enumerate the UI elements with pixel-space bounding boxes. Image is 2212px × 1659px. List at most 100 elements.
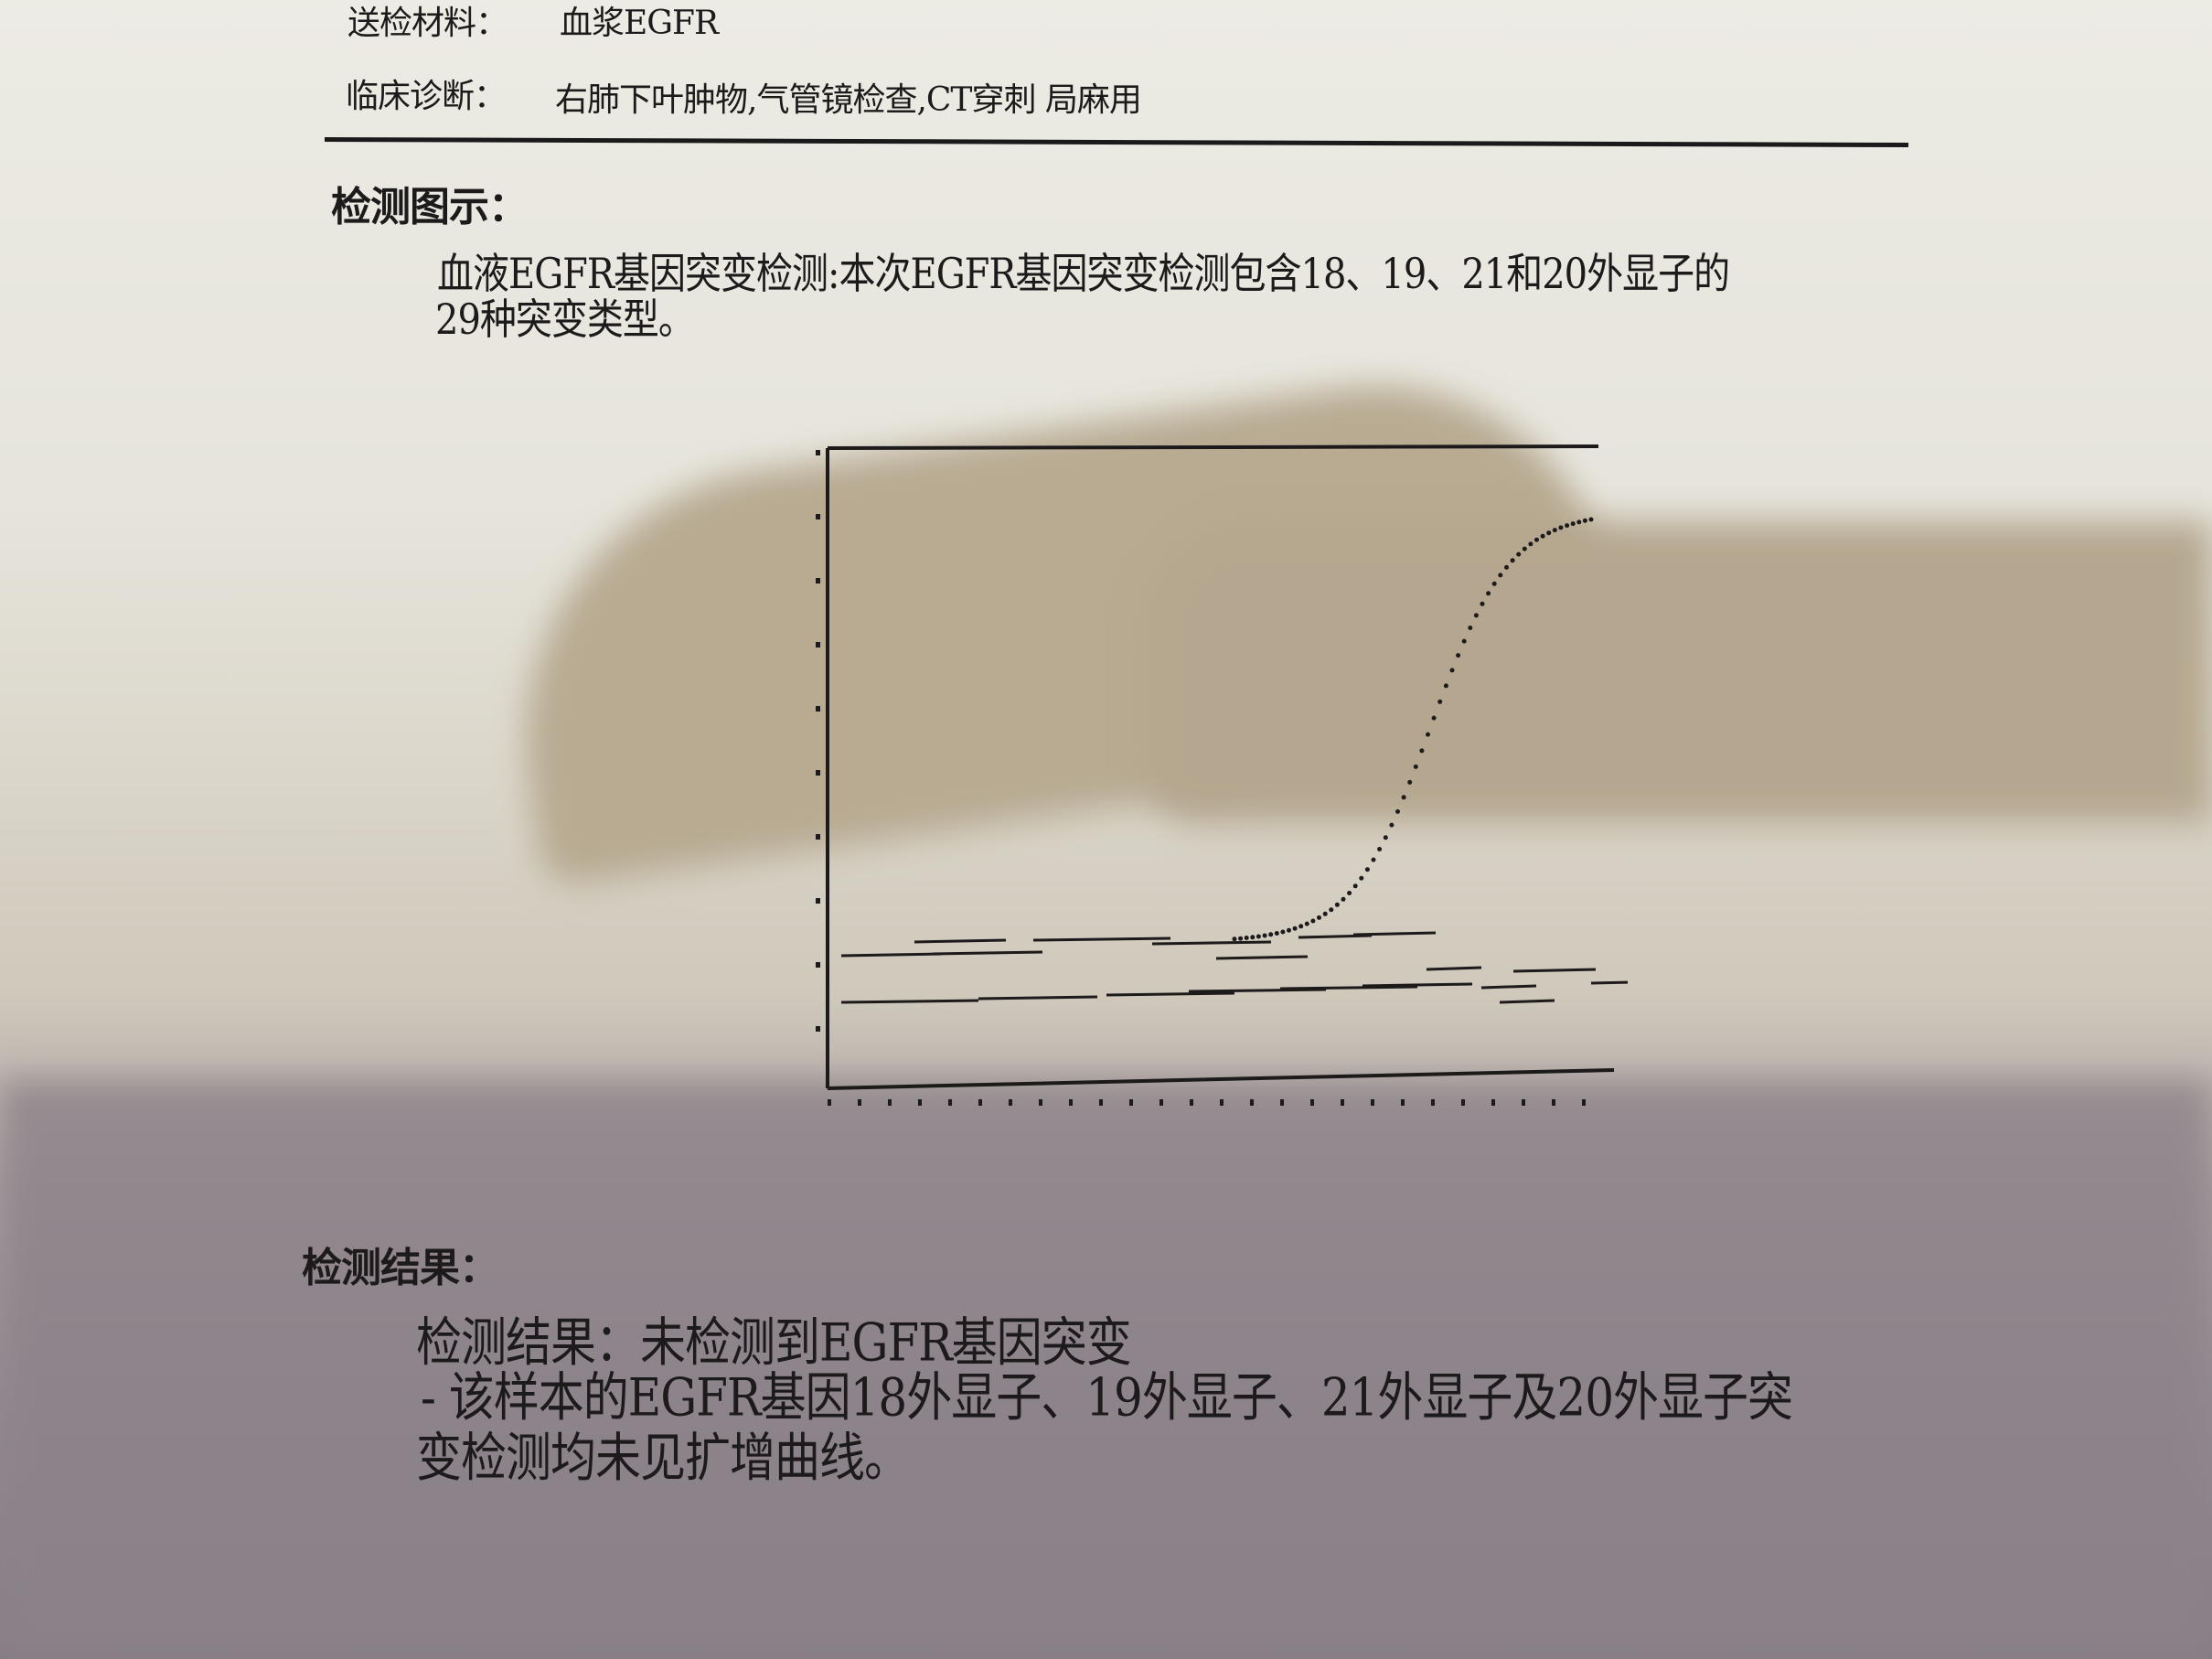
top-border [827,444,1599,450]
baseline-trace [1032,937,1171,942]
curve-point [1304,921,1309,926]
baseline-trace [1188,988,1327,993]
x-tick [1582,1099,1586,1106]
x-tick [1341,1099,1344,1106]
y-tick [816,834,820,840]
y-tick [816,642,820,648]
curve-point [1371,857,1376,862]
figure-description-line1: 血液EGFR基因突变检测:本次EGFR基因突变检测包含18、19、21和20外显… [437,250,1730,299]
y-tick [816,898,820,904]
curve-point [1431,715,1437,721]
specimen-value: 血浆EGFR [560,5,719,42]
result-line3: 变检测均未见扩增曲线。 [416,1427,910,1489]
x-tick [1310,1099,1314,1106]
curve-point [1317,915,1321,920]
curve-point [1588,517,1594,522]
curve-point [1352,883,1358,889]
y-tick [816,514,820,519]
x-axis [827,1068,1615,1090]
curve-point [1347,891,1352,895]
baseline-trace [1352,931,1437,937]
result-line1: 检测结果：未检测到EGFR基因突变 [416,1311,1132,1374]
y-tick [816,962,820,968]
x-tick [1250,1099,1254,1106]
x-tick [918,1099,922,1106]
curve-point [1570,521,1576,527]
y-tick [816,1026,820,1032]
curve-point [1407,779,1413,785]
curve-point [1540,533,1545,539]
curve-point [1473,613,1479,618]
curve-point [1383,835,1388,840]
curve-point [1558,525,1564,530]
x-tick [978,1099,982,1106]
curve-point [1287,927,1291,933]
curve-point [1329,907,1334,913]
x-tick [1099,1099,1103,1106]
curve-point [1364,867,1370,872]
baseline-trace [932,950,1043,956]
curve-point [1576,519,1582,525]
curve-point [1262,933,1267,938]
x-tick [1159,1099,1163,1106]
amplification-curve-figure [816,444,1628,1106]
curve-point [1377,847,1383,851]
baseline-trace [1106,991,1235,997]
curve-point [1250,935,1256,940]
curve-point [1359,875,1364,881]
x-tick [1220,1099,1224,1106]
curve-point [1456,653,1461,658]
baseline-trace [1426,966,1482,971]
curve-point [1274,931,1279,936]
curve-point [1510,558,1515,563]
x-tick [1491,1099,1495,1106]
curve-point [1268,932,1274,937]
curve-point [1298,924,1304,929]
curve-point [1534,537,1539,542]
curve-point [1419,748,1425,754]
curve-point [1582,518,1587,523]
y-tick [816,578,820,583]
curve-point [1322,911,1328,916]
x-tick [1371,1099,1374,1106]
curve-point [1480,601,1485,606]
curve-point [1491,581,1497,586]
curve-point [1341,896,1346,902]
curve-point [1546,530,1552,536]
x-tick [948,1099,952,1106]
baseline-trace [1590,980,1628,985]
x-tick [1069,1099,1073,1106]
baseline-trace [1279,985,1418,990]
curve-point [1395,808,1400,814]
x-tick [1401,1099,1405,1106]
curve-point [1449,668,1455,673]
x-tick [1039,1099,1042,1106]
baseline-trace [1151,940,1272,946]
y-tick [816,770,820,776]
curve-point [1461,638,1467,644]
curve-point [1310,918,1316,924]
baseline-trace [1480,984,1537,990]
x-tick [1129,1099,1133,1106]
baseline-trace [840,999,979,1004]
curve-point [1280,929,1286,935]
x-tick [828,1099,831,1106]
x-tick [1190,1099,1193,1106]
baseline-trace [1362,982,1473,988]
baseline-trace [978,995,1098,1001]
curve-point [1443,683,1448,689]
figure-description-line2: 29种突变类型。 [435,295,695,345]
diagnosis-value: 右肺下叶肿物,气管镜检查,CT穿刺 局麻用 [555,81,1142,119]
curve-point [1486,591,1491,596]
curve-point [1468,626,1473,630]
baseline-trace [1499,999,1555,1004]
curve-point [1389,822,1395,828]
y-tick [816,450,820,455]
curve-point [1334,902,1340,907]
divider [324,137,1908,148]
curve-point [1256,934,1261,939]
curve-point [1565,523,1570,529]
diagnosis-label: 临床诊断： [346,78,507,115]
baseline-trace [914,938,1007,944]
curve-point [1504,564,1509,570]
